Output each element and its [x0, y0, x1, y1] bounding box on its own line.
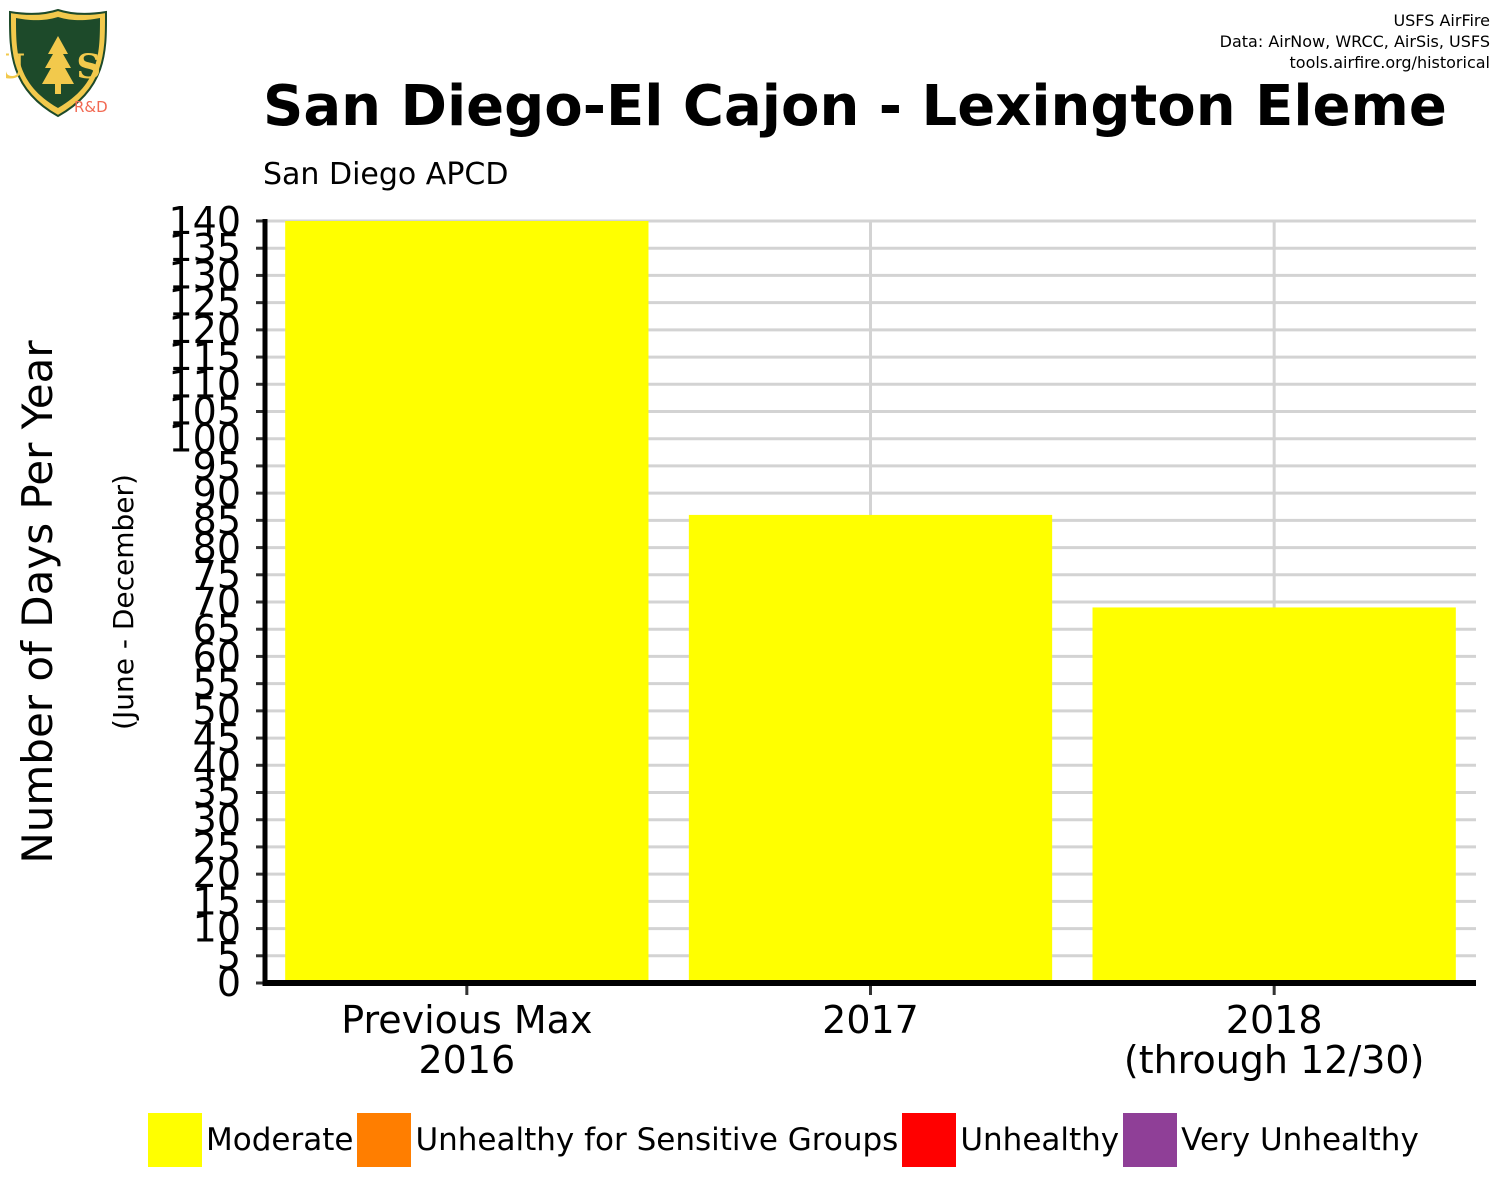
chart-subtitle: San Diego APCD: [263, 157, 509, 192]
y-tick-label: 60: [193, 634, 241, 678]
legend-label: Unhealthy for Sensitive Groups: [415, 1122, 899, 1158]
y-tick-label: 125: [168, 281, 241, 325]
legend-item-unhealthy: Unhealthy: [902, 1113, 1123, 1167]
y-tick-label: 135: [168, 226, 241, 270]
usfs-logo: U S: [6, 8, 110, 120]
y-tick-label: 130: [168, 253, 241, 297]
bar: [1092, 607, 1456, 983]
rd-badge: R&D: [74, 98, 108, 116]
y-tick-label: 80: [193, 526, 241, 570]
y-tick-label: 0: [217, 961, 241, 1005]
y-tick-label: 65: [193, 607, 241, 651]
y-tick-label: 120: [168, 308, 241, 352]
y-tick-label: 115: [168, 335, 241, 379]
y-tick-label: 55: [193, 662, 241, 706]
y-axis-title: Number of Days Per Year: [13, 340, 62, 864]
chart-title: San Diego-El Cajon - Lexington Eleme: [263, 74, 1447, 139]
y-tick-label: 105: [168, 390, 241, 434]
y-tick-label: 30: [193, 798, 241, 842]
y-axis-subtitle: (June - December): [107, 474, 140, 730]
legend-item-very-unhealthy: Very Unhealthy: [1123, 1113, 1423, 1167]
legend-item-usg: Unhealthy for Sensitive Groups: [357, 1113, 902, 1167]
x-tick-label: 2016: [418, 1038, 515, 1082]
y-tick-label: 5: [217, 934, 241, 978]
y-tick-label: 85: [193, 498, 241, 542]
y-tick-label: 70: [193, 580, 241, 624]
y-tick-label: 75: [193, 553, 241, 597]
credit-line: Data: AirNow, WRCC, AirSis, USFS: [1219, 32, 1490, 51]
y-tick-label: 140: [168, 199, 241, 243]
y-tick-label: 100: [168, 417, 241, 461]
x-tick-label: 2018: [1226, 998, 1323, 1042]
credit-line: tools.airfire.org/historical: [1289, 53, 1490, 72]
x-tick-label: 2017: [822, 998, 919, 1042]
x-tick-label: (through 12/30): [1124, 1038, 1425, 1082]
credits: USFS AirFire Data: AirNow, WRCC, AirSis,…: [1220, 10, 1490, 73]
bar: [285, 221, 649, 983]
y-tick-label: 15: [193, 879, 241, 923]
legend-swatch: [357, 1113, 412, 1167]
y-tick-label: 10: [193, 907, 241, 951]
legend-label: Moderate: [206, 1122, 354, 1158]
y-tick-label: 25: [193, 825, 241, 869]
legend-item-moderate: Moderate: [148, 1113, 357, 1167]
logo-letter-left: U S: [6, 47, 110, 87]
usfs-shield-icon: U S: [6, 8, 110, 118]
legend-label: Unhealthy: [960, 1122, 1120, 1158]
y-tick-label: 40: [193, 743, 241, 787]
legend: Moderate Unhealthy for Sensitive Groups …: [148, 1112, 1423, 1168]
y-tick-label: 20: [193, 852, 241, 896]
legend-swatch: [1123, 1113, 1178, 1167]
x-tick-label: Previous Max: [341, 998, 592, 1042]
bar: [688, 514, 1053, 983]
y-tick-label: 110: [168, 362, 241, 406]
legend-swatch: [148, 1113, 202, 1167]
legend-swatch: [902, 1113, 957, 1167]
y-tick-label: 35: [193, 771, 241, 815]
legend-label: Very Unhealthy: [1181, 1122, 1419, 1158]
y-tick-label: 45: [193, 716, 241, 760]
y-tick-label: 95: [193, 444, 241, 488]
y-tick-label: 50: [193, 689, 241, 733]
credit-line: USFS AirFire: [1393, 11, 1490, 30]
y-tick-label: 90: [193, 471, 241, 515]
